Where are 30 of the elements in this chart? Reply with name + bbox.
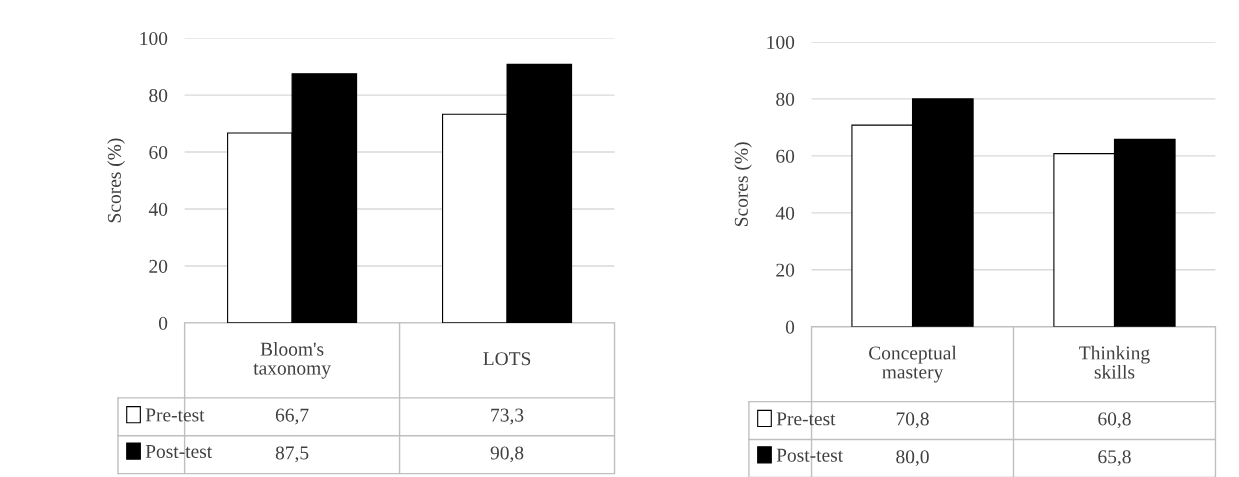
- y-tick-label: 0: [785, 320, 795, 334]
- y-tick-label: 60: [776, 149, 795, 163]
- y-tick-label: 100: [140, 31, 168, 46]
- x-tick-label: LOTS: [483, 352, 531, 366]
- data-label: 60,8: [1098, 412, 1131, 429]
- data-label: 73,3: [491, 408, 524, 425]
- y-axis-title: Scores (%): [107, 138, 125, 223]
- y-axis-title: Scores (%): [734, 142, 752, 226]
- y-tick-label: 100: [767, 35, 795, 49]
- y-tick-label: 40: [775, 206, 795, 220]
- legend-label: Pre-test: [776, 412, 836, 426]
- legend-label: Post-test: [145, 445, 213, 458]
- data-label: 80,0: [896, 450, 929, 467]
- x-tick-label: Conceptual mastery: [869, 345, 957, 383]
- y-tick-label: 80: [149, 88, 168, 103]
- legend-label: Post-test: [776, 448, 844, 462]
- legend-label: Pre-test: [145, 408, 205, 422]
- y-tick-label: 80: [776, 92, 795, 106]
- data-label: 90,8: [490, 446, 524, 463]
- y-tick-label: 20: [776, 263, 795, 277]
- data-label: 70,8: [896, 412, 929, 429]
- x-tick-label: Thinking skills: [1079, 345, 1150, 379]
- y-tick-label: 60: [149, 145, 168, 160]
- x-tick-label: Bloom's taxonomy: [253, 342, 331, 379]
- y-tick-label: 0: [158, 316, 168, 330]
- data-label: 65,8: [1098, 450, 1131, 467]
- y-tick-label: 20: [149, 259, 168, 273]
- data-label: 87,5: [275, 446, 309, 463]
- data-label: 66,7: [275, 408, 309, 425]
- y-tick-label: 40: [148, 202, 168, 216]
